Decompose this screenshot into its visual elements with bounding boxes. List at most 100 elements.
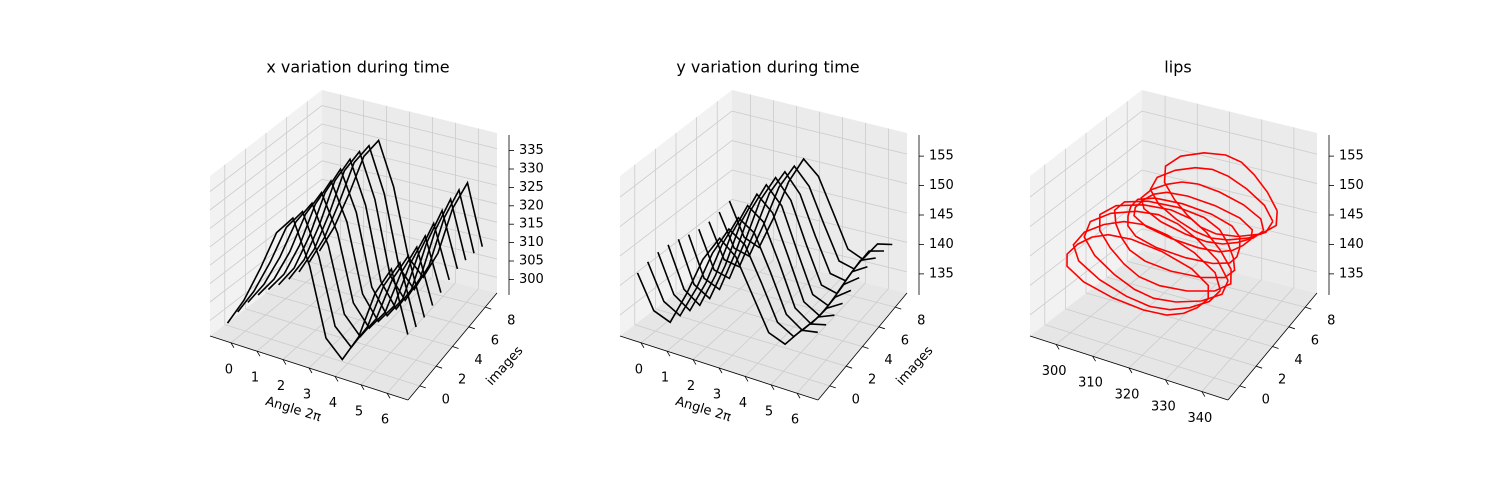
x-tick-label: 2: [687, 379, 695, 394]
y-tick-mark: [1288, 326, 1296, 330]
grid-z: [209, 197, 498, 284]
lips-contour-image-8: [1149, 166, 1274, 241]
grid-z: [619, 169, 908, 257]
y-tick-mark: [829, 385, 836, 389]
y-tick-label: 4: [474, 353, 482, 368]
y-tick-mark: [895, 306, 902, 310]
x-tick-mark: [1201, 391, 1206, 397]
lips-contour-image-5: [1127, 197, 1241, 265]
y-tick-label: 2: [1278, 373, 1286, 388]
grid-z: [1029, 169, 1318, 257]
lips-contour-image-6: [1133, 191, 1254, 253]
z-tick-label: 325: [519, 180, 544, 195]
y-tick-mark: [485, 306, 492, 310]
grid-y-floor: [717, 260, 896, 308]
x-tick-mark: [282, 359, 287, 365]
z-tick-label: 140: [1339, 237, 1364, 252]
x-tick-label: 1: [661, 371, 669, 386]
x-tick-label: 5: [355, 404, 363, 419]
z-tick-label: 145: [929, 208, 954, 223]
y-axis-label: images: [894, 343, 937, 388]
x-tick-label: 320: [1115, 388, 1140, 403]
x-tick-mark: [230, 342, 235, 348]
z-tick-label: 300: [519, 272, 544, 287]
x-tick-label: 1: [251, 371, 259, 386]
x-tick-label: 310: [1078, 376, 1103, 391]
x-tick-mark: [256, 350, 261, 357]
z-tick-label: 135: [1339, 266, 1364, 281]
x-tick-label: 4: [329, 396, 337, 411]
y-tick-mark: [435, 365, 443, 369]
y-tick-label: 6: [901, 333, 909, 348]
x-tick-label: 0: [225, 362, 233, 377]
z-tick-label: 140: [929, 237, 954, 252]
grid-y-floor: [265, 292, 453, 347]
series-line-image-0: [226, 216, 409, 361]
z-tick-label: 305: [519, 254, 544, 269]
y-tick-label: 0: [1262, 392, 1270, 407]
y-tick-mark: [1305, 306, 1312, 310]
series-group: [226, 138, 484, 361]
x-tick-label: 3: [713, 388, 721, 403]
y-tick-label: 6: [491, 333, 499, 348]
grid-y-floor: [675, 292, 863, 347]
x-tick-label: 5: [765, 404, 773, 419]
x-tick-mark: [692, 359, 697, 365]
z-tick-label: 135: [929, 266, 954, 281]
x-tick-mark: [744, 376, 749, 382]
z-tick-label: 335: [519, 143, 544, 158]
lips-contour-image-9: [1163, 151, 1278, 238]
x-tick-label: 3: [303, 388, 311, 403]
series-line-image-5: [687, 183, 860, 307]
x-axis-label: Angle 2π: [674, 394, 733, 425]
grid-z: [209, 123, 498, 211]
x-tick-label: 330: [1151, 399, 1176, 414]
series-line-image-8: [308, 144, 475, 291]
x-tick-mark: [1165, 379, 1169, 385]
x-tick-mark: [308, 367, 313, 374]
grid-z: [209, 160, 498, 248]
z-tick-label: 155: [929, 149, 954, 164]
x-tick-mark: [1055, 344, 1060, 350]
z-tick-label: 310: [519, 235, 544, 250]
x-tick-mark: [1128, 367, 1133, 374]
grid-y-floor: [1106, 276, 1289, 328]
grid-y-floor: [1065, 308, 1257, 367]
chart-title: y variation during time: [676, 58, 859, 77]
grid-y-floor: [1044, 324, 1240, 387]
series-line-image-8: [718, 164, 885, 270]
grid-y-floor: [634, 324, 830, 387]
series-line-image-9: [728, 157, 893, 261]
x-tick-label: 6: [791, 413, 799, 428]
grid-z: [1029, 228, 1318, 316]
grid-y-floor: [1085, 292, 1273, 347]
series-line-image-4: [267, 179, 442, 323]
grid-z: [619, 140, 908, 227]
x-tick-mark: [718, 367, 723, 374]
y-tick-label: 0: [852, 392, 860, 407]
series-line-image-3: [257, 190, 434, 330]
grid-y-floor: [696, 276, 879, 328]
series-group: [636, 157, 893, 346]
lips-contour-image-0: [1066, 233, 1210, 316]
series-line-image-9: [318, 138, 484, 279]
x-tick-mark: [334, 376, 339, 382]
grid-z: [209, 105, 498, 192]
x-tick-label: 0: [635, 362, 643, 377]
x-tick-mark: [1092, 356, 1096, 362]
y-tick-mark: [468, 326, 476, 330]
y-tick-mark: [862, 346, 869, 349]
series-line-image-1: [646, 227, 827, 338]
x-tick-mark: [640, 342, 645, 348]
grid-z: [619, 199, 908, 286]
lips-contour-image-2: [1083, 210, 1229, 303]
series-line-image-6: [288, 157, 459, 311]
y-tick-label: 2: [458, 373, 466, 388]
y-tick-mark: [452, 346, 459, 349]
x-tick-mark: [360, 384, 365, 391]
z-tick-label: 330: [519, 162, 544, 177]
series-line-image-7: [708, 170, 876, 282]
z-tick-label: 145: [1339, 208, 1364, 223]
x-tick-label: 2: [277, 379, 285, 394]
